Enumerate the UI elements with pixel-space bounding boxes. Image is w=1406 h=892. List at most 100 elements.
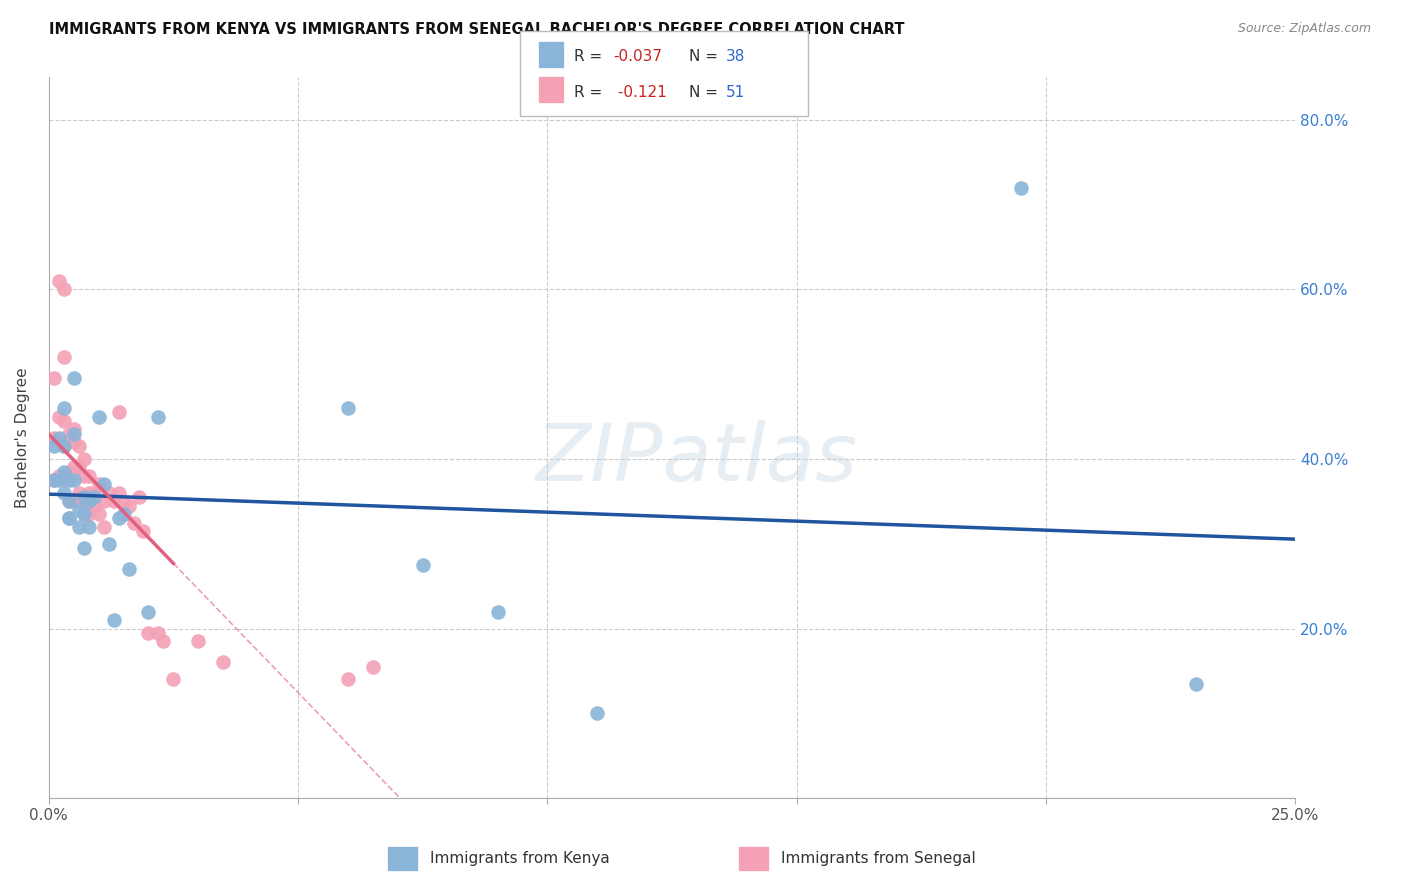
Text: Immigrants from Senegal: Immigrants from Senegal: [782, 851, 976, 865]
Point: [187, 634, 209, 648]
Point: [77, 494, 100, 508]
Point: [58, 511, 80, 525]
Point: [58, 473, 80, 487]
Point: [103, 613, 125, 627]
Point: [122, 516, 145, 530]
Point: [67, 503, 90, 517]
Point: [48, 409, 70, 424]
Point: [62, 473, 84, 487]
Point: [73, 452, 96, 467]
Text: N =: N =: [689, 49, 723, 64]
Y-axis label: Bachelor's Degree: Bachelor's Degree: [15, 368, 30, 508]
Point: [97, 486, 120, 500]
Point: [87, 507, 110, 521]
Point: [67, 486, 90, 500]
Text: R =: R =: [574, 85, 607, 100]
Point: [128, 490, 150, 504]
Point: [52, 439, 75, 453]
Point: [42, 439, 65, 453]
Point: [162, 673, 184, 687]
Point: [48, 469, 70, 483]
Point: [73, 507, 96, 521]
Point: [117, 499, 139, 513]
Point: [42, 473, 65, 487]
Point: [58, 426, 80, 441]
Point: [48, 431, 70, 445]
Point: [67, 439, 90, 453]
Point: [112, 507, 135, 521]
Point: [67, 460, 90, 475]
Point: [58, 511, 80, 525]
Text: ZIPatlas: ZIPatlas: [536, 420, 858, 499]
Point: [107, 486, 129, 500]
Point: [77, 507, 100, 521]
Point: [361, 659, 384, 673]
Text: R =: R =: [574, 49, 607, 64]
Point: [412, 558, 434, 572]
Point: [62, 460, 84, 475]
Point: [52, 465, 75, 479]
Point: [107, 511, 129, 525]
Point: [112, 494, 135, 508]
Point: [52, 439, 75, 453]
Point: [152, 634, 174, 648]
Point: [103, 494, 125, 508]
Point: [52, 350, 75, 364]
Point: [83, 490, 105, 504]
Point: [42, 473, 65, 487]
Point: [73, 469, 96, 483]
Point: [486, 605, 509, 619]
Point: [586, 706, 609, 721]
Point: [93, 494, 115, 508]
Point: [138, 625, 160, 640]
Point: [73, 507, 96, 521]
Point: [42, 371, 65, 385]
Text: Source: ZipAtlas.com: Source: ZipAtlas.com: [1237, 22, 1371, 36]
Point: [336, 401, 359, 415]
Point: [48, 473, 70, 487]
Point: [52, 486, 75, 500]
Point: [77, 520, 100, 534]
Point: [336, 673, 359, 687]
Point: [73, 541, 96, 555]
Point: [97, 537, 120, 551]
Point: [58, 494, 80, 508]
Point: [77, 469, 100, 483]
Point: [62, 426, 84, 441]
Point: [62, 422, 84, 436]
Point: [62, 494, 84, 508]
Point: [52, 414, 75, 428]
Point: [87, 409, 110, 424]
Point: [1184, 676, 1206, 690]
Text: N =: N =: [689, 85, 723, 100]
Point: [48, 274, 70, 288]
Point: [93, 520, 115, 534]
Point: [52, 473, 75, 487]
Point: [62, 435, 84, 450]
Point: [132, 524, 155, 538]
Point: [87, 477, 110, 491]
Text: 51: 51: [725, 85, 745, 100]
Point: [58, 465, 80, 479]
Point: [117, 562, 139, 576]
Point: [77, 486, 100, 500]
Point: [148, 409, 170, 424]
Point: [93, 477, 115, 491]
Text: -0.121: -0.121: [613, 85, 666, 100]
Point: [52, 401, 75, 415]
Point: [52, 282, 75, 296]
Point: [62, 371, 84, 385]
Point: [107, 405, 129, 419]
Text: 38: 38: [725, 49, 745, 64]
Text: IMMIGRANTS FROM KENYA VS IMMIGRANTS FROM SENEGAL BACHELOR'S DEGREE CORRELATION C: IMMIGRANTS FROM KENYA VS IMMIGRANTS FROM…: [49, 22, 904, 37]
Point: [138, 605, 160, 619]
Point: [83, 486, 105, 500]
Point: [1010, 180, 1032, 194]
Text: -0.037: -0.037: [613, 49, 662, 64]
Point: [58, 494, 80, 508]
Point: [73, 490, 96, 504]
Point: [67, 520, 90, 534]
Point: [83, 499, 105, 513]
Point: [212, 656, 235, 670]
Text: Immigrants from Kenya: Immigrants from Kenya: [430, 851, 610, 865]
